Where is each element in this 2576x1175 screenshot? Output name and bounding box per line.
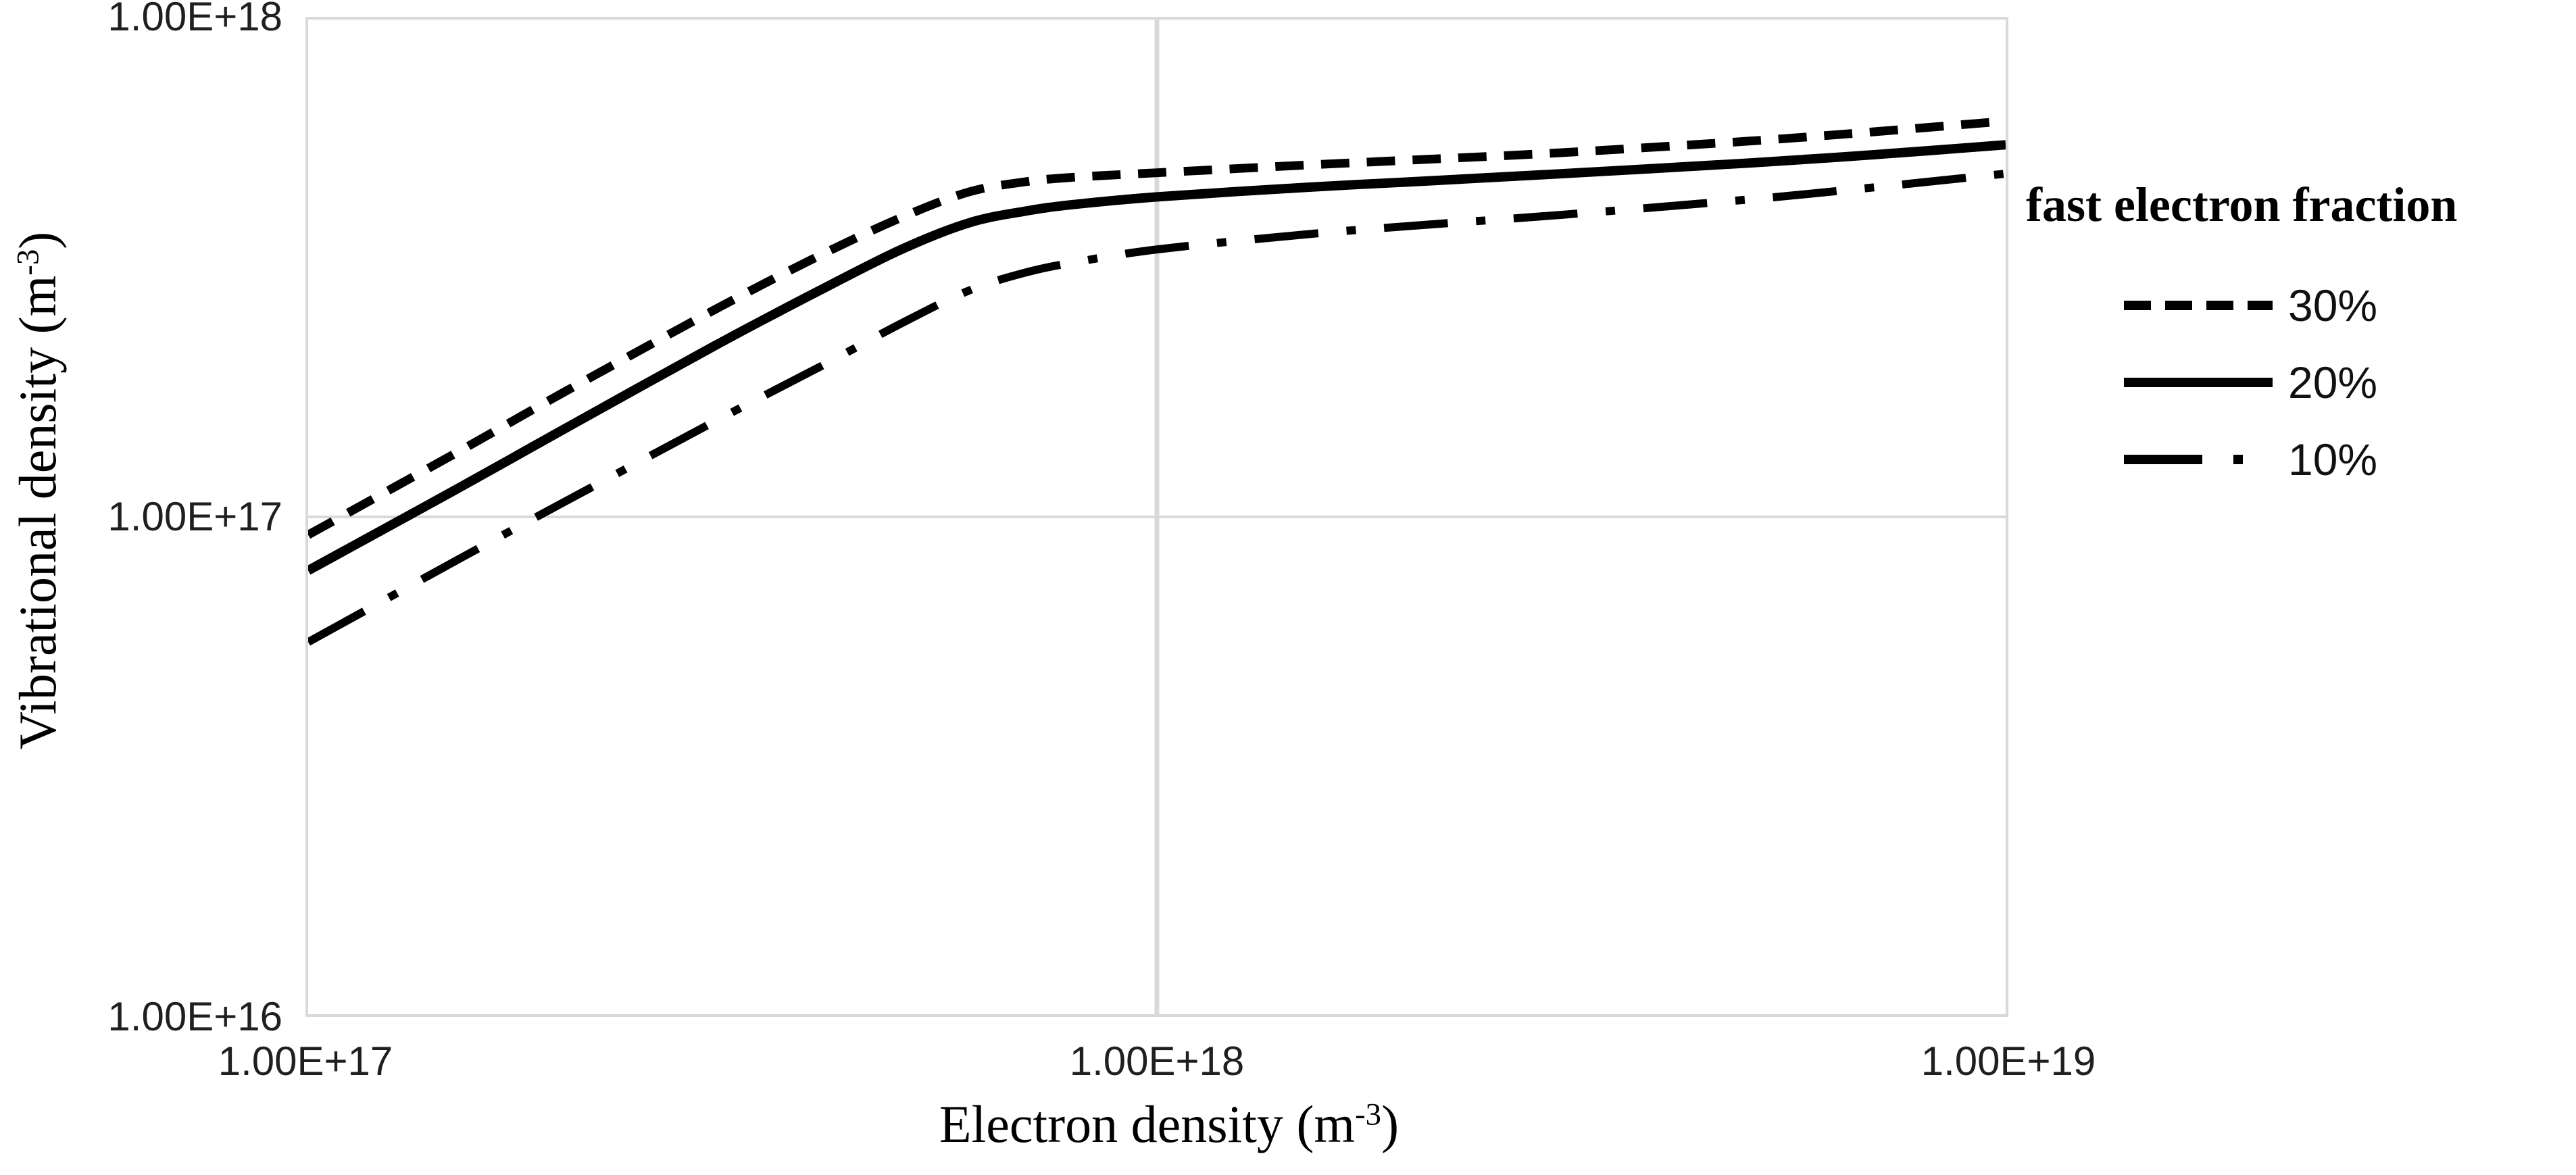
plot-area [305,17,2008,1017]
legend-item-20pct: 20% [2122,354,2377,411]
legend-swatch-dash-dot-line [2124,455,2273,464]
series-line-30% [308,116,2006,539]
legend-swatch-solid-line [2124,378,2273,387]
legend-item-30pct: 30% [2122,277,2377,334]
x-axis-title: Electron density (m-3) [939,1098,1399,1151]
legend-label: 10% [2288,434,2378,484]
y-tick-label: 1.00E+17 [107,494,282,539]
legend-title: fast electron fraction [2026,178,2458,232]
x-axis-title-text: Electron density (m [939,1095,1356,1153]
y-axis-title-superscript: -3 [10,249,46,276]
x-tick-label: 1.00E+18 [1069,1039,1245,1084]
x-tick-label: 1.00E+19 [1921,1039,2096,1084]
x-tick-label: 1.00E+17 [218,1039,393,1084]
series-line-20% [308,140,2006,575]
x-axis-title-close: ) [1381,1095,1400,1153]
y-axis-title: Vibrational density (m-3) [8,231,67,749]
legend: fast electron fraction 30% 20% 10% [2026,177,2575,515]
legend-swatch-dashed-line [2124,301,2273,310]
legend-label: 30% [2288,280,2378,330]
legend-item-10pct: 10% [2122,431,2377,488]
y-tick-label: 1.00E+18 [107,0,282,39]
x-axis-title-superscript: -3 [1355,1097,1382,1132]
y-axis-title-close: ) [8,231,67,249]
y-tick-label: 1.00E+16 [107,994,282,1039]
legend-label: 20% [2288,357,2378,407]
plot-canvas [308,20,2006,1014]
series-line-10% [308,170,2006,646]
